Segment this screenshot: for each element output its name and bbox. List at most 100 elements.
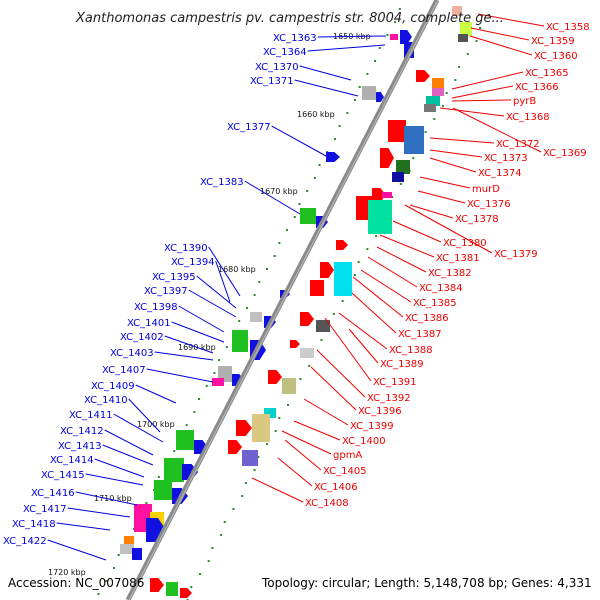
tick-dot xyxy=(220,534,223,536)
gene-label-left[interactable]: XC_1410 xyxy=(84,395,128,406)
gene-label-right[interactable]: XC_1406 xyxy=(314,482,358,493)
gene-feature xyxy=(368,200,392,234)
gene-label-right[interactable]: XC_1378 xyxy=(455,214,499,225)
gene-label-right[interactable]: XC_1376 xyxy=(467,199,511,210)
leader-line xyxy=(338,312,388,350)
gene-label-right[interactable]: XC_1388 xyxy=(389,345,433,356)
gene-label-right[interactable]: XC_1381 xyxy=(436,253,480,264)
gene-label-right[interactable]: gpmA xyxy=(333,450,362,461)
gene-label-right[interactable]: XC_1405 xyxy=(323,466,367,477)
gene-label-left[interactable]: XC_1416 xyxy=(31,488,75,499)
gene-label-left[interactable]: XC_1414 xyxy=(50,455,94,466)
gene-label-right[interactable]: XC_1385 xyxy=(413,298,457,309)
gene-label-right[interactable]: XC_1396 xyxy=(358,406,402,417)
gene-label-right[interactable]: XC_1360 xyxy=(534,51,578,62)
gene-label-left[interactable]: XC_1363 xyxy=(273,33,317,44)
leader-line xyxy=(417,190,466,204)
gene-label-right[interactable]: XC_1368 xyxy=(506,112,550,123)
gene-feature xyxy=(300,348,314,358)
gene-label-right[interactable]: XC_1387 xyxy=(398,329,442,340)
kbp-label: 1710 kbp xyxy=(94,494,132,503)
gene-label-right[interactable]: XC_1382 xyxy=(428,268,472,279)
gene-label-left[interactable]: XC_1398 xyxy=(134,302,178,313)
gene-feature xyxy=(282,378,296,394)
tick-dot xyxy=(433,118,436,120)
gene-label-right[interactable]: XC_1392 xyxy=(367,393,411,404)
gene-label-right[interactable]: XC_1391 xyxy=(373,377,417,388)
gene-label-right[interactable]: XC_1365 xyxy=(525,68,569,79)
gene-feature xyxy=(250,312,262,322)
gene-label-left[interactable]: XC_1413 xyxy=(58,441,102,452)
leader-line xyxy=(351,292,397,334)
gene-label-left[interactable]: XC_1403 xyxy=(110,348,154,359)
gene-feature xyxy=(404,126,424,154)
gene-label-right[interactable]: XC_1358 xyxy=(546,22,590,33)
gene-label-left[interactable]: XC_1412 xyxy=(60,426,104,437)
gene-label-left[interactable]: XC_1394 xyxy=(171,257,215,268)
leader-line xyxy=(47,539,107,561)
gene-labels: XC_1363 XC_1364 XC_1370 XC_1371 XC_1377 XC_13… xyxy=(3,22,590,547)
leader-line xyxy=(196,275,237,309)
gene-label-left[interactable]: XC_1417 xyxy=(23,504,67,515)
tick-dot xyxy=(375,235,378,237)
leader-line xyxy=(409,204,454,219)
gene-label-right[interactable]: XC_1399 xyxy=(350,421,394,432)
gene-label-left[interactable]: XC_1409 xyxy=(91,381,135,392)
tick-dot xyxy=(265,443,268,445)
gene-feature xyxy=(310,280,324,296)
gene-label-right[interactable]: XC_1369 xyxy=(543,148,587,159)
gene-label-right[interactable]: XC_1359 xyxy=(531,36,575,47)
gene-label-left[interactable]: XC_1402 xyxy=(120,332,164,343)
genome-backbone-highlight xyxy=(128,0,439,600)
gene-label-right[interactable]: XC_1372 xyxy=(496,139,540,150)
gene-label-left[interactable]: XC_1390 xyxy=(164,243,208,254)
gene-label-left[interactable]: XC_1371 xyxy=(250,76,294,87)
leader-line xyxy=(404,204,493,254)
gene-label-right[interactable]: XC_1374 xyxy=(478,168,522,179)
tick-dot xyxy=(238,320,241,322)
gene-label-left[interactable]: XC_1395 xyxy=(152,272,196,283)
tick-dot xyxy=(278,417,281,419)
leader-line xyxy=(294,79,359,97)
leader-line xyxy=(178,305,225,333)
gene-label-left[interactable]: XC_1397 xyxy=(144,286,188,297)
gene-arrow xyxy=(268,370,282,384)
gene-label-left[interactable]: XC_1411 xyxy=(69,410,113,421)
gene-label-left[interactable]: XC_1377 xyxy=(227,122,271,133)
gene-label-left[interactable]: XC_1422 xyxy=(3,536,47,547)
leader-line xyxy=(113,413,164,443)
leader-line xyxy=(85,473,144,486)
gene-feature xyxy=(432,88,444,96)
tick-dot xyxy=(245,307,248,309)
gene-label-right[interactable]: XC_1389 xyxy=(380,359,424,370)
gene-feature xyxy=(300,208,316,224)
tick-dot xyxy=(346,112,349,114)
gene-feature xyxy=(452,6,462,16)
gene-label-right[interactable]: XC_1386 xyxy=(405,313,449,324)
leader-line xyxy=(451,99,512,102)
leader-line xyxy=(360,269,412,303)
gene-label-left[interactable]: XC_1407 xyxy=(102,365,146,376)
gene-label-left[interactable]: XC_1383 xyxy=(200,177,244,188)
gene-label-left[interactable]: XC_1370 xyxy=(255,62,299,73)
tick-dot xyxy=(399,183,402,185)
gene-label-right[interactable]: XC_1408 xyxy=(305,498,349,509)
gene-label-left[interactable]: XC_1415 xyxy=(41,470,85,481)
tick-dot xyxy=(244,482,247,484)
gene-label-right[interactable]: XC_1380 xyxy=(443,238,487,249)
gene-label-left[interactable]: XC_1401 xyxy=(127,318,171,329)
gene-feature xyxy=(264,408,276,418)
gene-label-right[interactable]: XC_1400 xyxy=(342,436,386,447)
gene-label-right[interactable]: XC_1366 xyxy=(515,82,559,93)
leader-line xyxy=(477,13,545,27)
gene-label-right[interactable]: XC_1373 xyxy=(484,153,528,164)
tick-dot xyxy=(185,424,188,426)
gene-label-right[interactable]: XC_1379 xyxy=(494,249,538,260)
gene-label-right[interactable]: XC_1384 xyxy=(419,283,463,294)
gene-label-right[interactable]: pyrB xyxy=(513,96,536,107)
gene-label-right[interactable]: murD xyxy=(472,184,500,195)
gene-label-left[interactable]: XC_1364 xyxy=(263,47,307,58)
gene-label-left[interactable]: XC_1418 xyxy=(12,519,56,530)
leader-line xyxy=(104,429,154,456)
tick-dot xyxy=(145,502,148,504)
